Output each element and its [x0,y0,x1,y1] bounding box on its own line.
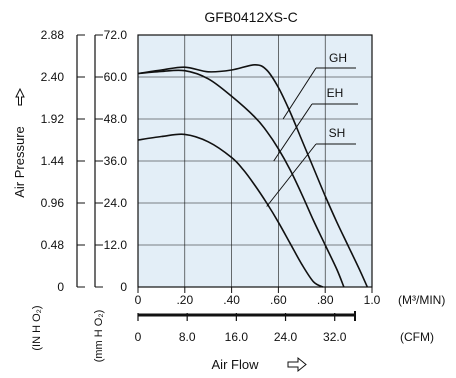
x-tick-label: 1.0 [364,293,381,307]
series-line-eh [137,69,345,288]
y-tick-label-mmh2o: 36.0 [104,154,128,168]
y-tick-label-mmh2o: 24.0 [104,196,128,210]
grid [138,35,372,287]
x-axis-title: Air Flow [212,357,260,372]
x-tick-label: .60 [270,293,287,307]
series-label-gh: GH [329,51,347,65]
series-lines [137,63,369,288]
y-tick-label-inh2o: 2.88 [41,28,65,42]
y-tick-label-mmh2o: 48.0 [104,112,128,126]
y-tick-label-mmh2o: 72.0 [104,28,128,42]
y-tick-label-inh2o: 0 [57,280,64,294]
x2-tick-label: 32.0 [323,330,347,344]
y-tick-label-inh2o: 0.48 [41,238,65,252]
x2-unit-label: (CFM) [400,330,434,344]
x-tick-label: .40 [223,293,240,307]
y-ticks-mmh2o: 0 12.0 24.0 36.0 48.0 60.0 72.0 [95,28,127,294]
x2-tick-label: 8.0 [179,330,196,344]
x2-tick-label: 16.0 [225,330,249,344]
y-tick-label-mmh2o: 60.0 [104,70,128,84]
x2-tick-label: 0 [135,330,142,344]
x-ticks-m3min: 0 .20 .40 .60 .80 1.0 [135,287,381,307]
series-leader-line-sh [266,143,317,207]
x-unit-label: (M³/MIN) [398,293,445,307]
series-leader-line-gh [282,67,317,120]
y-tick-label-inh2o: 2.40 [41,70,65,84]
y-tick-label-inh2o: 0.96 [41,196,65,210]
chart-title: GFB0412XS-C [204,9,297,25]
x-tick-label: .80 [317,293,334,307]
series-line-gh [137,63,369,288]
x-tick-label: 0 [135,293,142,307]
y-ticks-inh2o: 0 0.48 0.96 1.44 1.92 2.40 2.88 [41,28,85,294]
y-unit-inh2o: (IN H O₂) [31,305,43,350]
series-label-eh: EH [327,86,344,100]
y-tick-label-mmh2o: 12.0 [104,238,128,252]
y-axis-title: Air Pressure [12,126,27,198]
y-unit-mmh2o: (mm H O₂) [93,310,105,363]
right-arrow-icon [287,356,307,373]
x-ticks-cfm: 0 8.0 16.0 24.0 32.0 [135,311,356,344]
series-line-sh [137,133,324,288]
y-tick-label-mmh2o: 0 [120,280,127,294]
y-tick-label-inh2o: 1.92 [41,112,65,126]
series-leader-line-eh [273,103,313,162]
up-arrow-icon [15,87,25,106]
x2-tick-label: 24.0 [274,330,298,344]
series-label-sh: SH [329,126,346,140]
series-labels: GH EH SH [266,51,358,207]
x-tick-label: .20 [176,293,193,307]
y-tick-label-inh2o: 1.44 [41,154,65,168]
